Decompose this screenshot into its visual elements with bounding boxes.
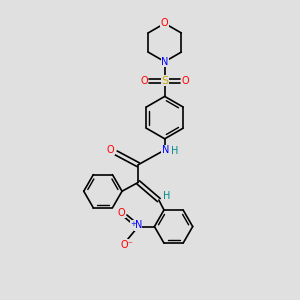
Text: O: O (118, 208, 125, 218)
Text: O⁻: O⁻ (120, 240, 133, 250)
Text: N: N (162, 145, 169, 155)
Text: O: O (140, 76, 148, 86)
Text: H: H (171, 146, 179, 157)
Text: H: H (163, 190, 170, 201)
Text: N: N (134, 220, 142, 230)
Text: S: S (161, 76, 168, 86)
Text: +: + (130, 220, 136, 226)
Text: O: O (161, 18, 169, 28)
Text: O: O (182, 76, 189, 86)
Text: N: N (161, 57, 168, 67)
Text: O: O (106, 145, 114, 155)
